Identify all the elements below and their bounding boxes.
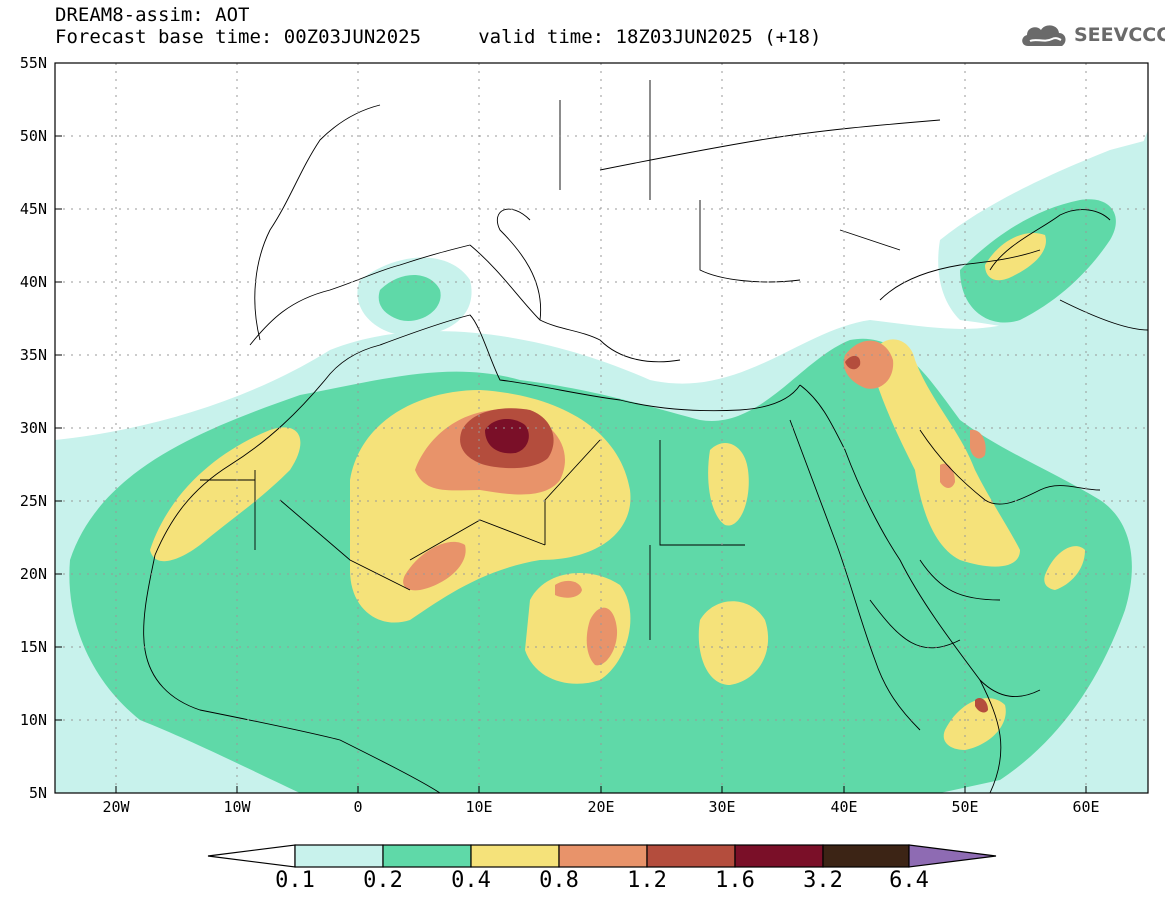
lat-label: 25N — [20, 492, 47, 510]
colorbar-segment — [382, 844, 472, 868]
map-title: DREAM8-assim: AOT — [55, 4, 250, 26]
coastlines — [143, 80, 1148, 793]
colorbar-label: 1.6 — [715, 868, 755, 893]
lat-label: 45N — [20, 200, 47, 218]
colorbar-segment — [646, 844, 736, 868]
colorbar-segment — [558, 844, 648, 868]
lat-label: 20N — [20, 565, 47, 583]
cloud-icon — [1022, 25, 1066, 46]
map-subtitle-times: Forecast base time: 00Z03JUN2025 valid t… — [55, 26, 822, 48]
colorbar-label: 1.2 — [627, 868, 667, 893]
colorbar-segment — [734, 844, 824, 868]
colorbar-segment — [822, 844, 910, 868]
lon-label: 10E — [465, 798, 492, 816]
colorbar-label: 0.2 — [363, 868, 403, 893]
colorbar-segment — [470, 844, 560, 868]
logo-text: SEEVCCC — [1074, 24, 1165, 46]
colorbar-label: 0.4 — [451, 868, 491, 893]
longitude-labels: 20W 10W 0 10E 20E 30E 40E 50E 60E — [102, 798, 1099, 816]
lon-label: 60E — [1072, 798, 1099, 816]
lon-label: 0 — [353, 798, 362, 816]
lon-label: 40E — [830, 798, 857, 816]
lat-label: 30N — [20, 419, 47, 437]
lat-label: 55N — [20, 54, 47, 72]
lat-label: 40N — [20, 273, 47, 291]
latitude-labels: 55N 50N 45N 40N 35N 30N 25N 20N 15N 10N … — [20, 54, 47, 802]
colorbar-label: 6.4 — [889, 868, 929, 893]
lon-label: 20W — [102, 798, 130, 816]
axis-ticks — [55, 62, 1087, 794]
lat-label: 50N — [20, 127, 47, 145]
colorbar-under-arrow — [207, 844, 296, 868]
graticule — [55, 63, 1148, 793]
lon-label: 30E — [708, 798, 735, 816]
colorbar-over-arrow — [908, 844, 997, 868]
lat-label: 35N — [20, 346, 47, 364]
lat-label: 5N — [29, 784, 47, 802]
lon-label: 50E — [951, 798, 978, 816]
colorbar-label: 3.2 — [803, 868, 843, 893]
lon-label: 10W — [223, 798, 251, 816]
lon-label: 20E — [587, 798, 614, 816]
seevccc-logo: SEEVCCC — [1018, 20, 1165, 50]
lat-label: 10N — [20, 711, 47, 729]
aot-level-0.2 — [69, 199, 1132, 793]
colorbar-label: 0.8 — [539, 868, 579, 893]
colorbar-segment — [294, 844, 384, 868]
colorbar-label: 0.1 — [275, 868, 315, 893]
colorbar — [207, 844, 997, 868]
lat-label: 15N — [20, 638, 47, 656]
